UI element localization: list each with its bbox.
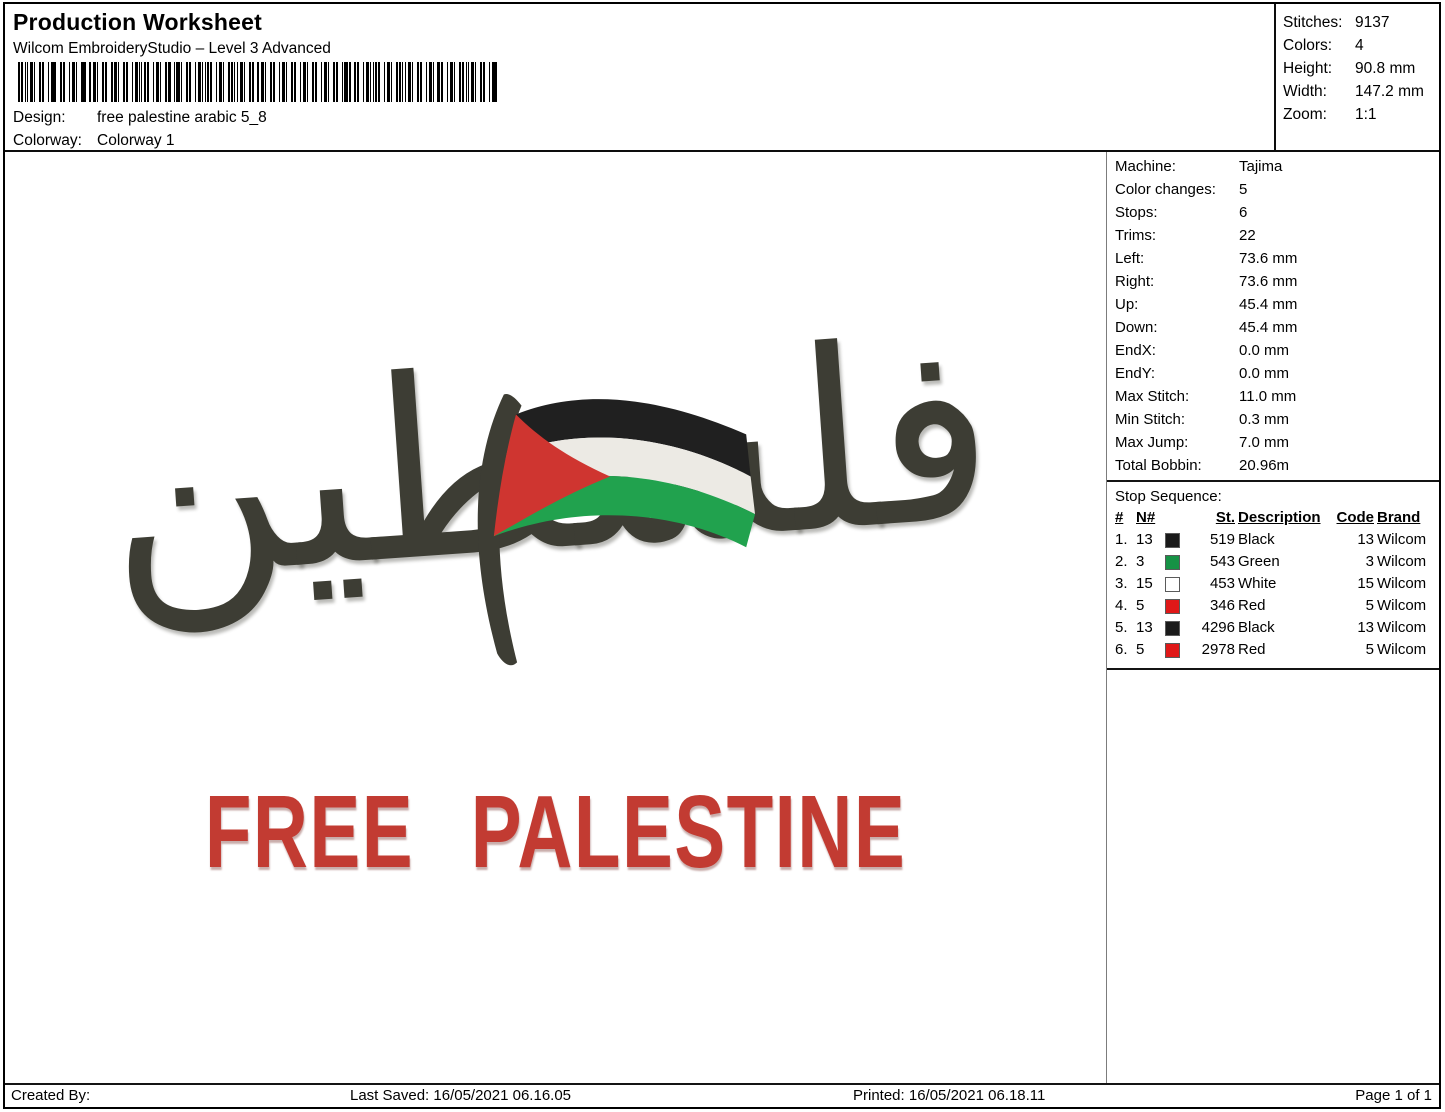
stat-zoom: Zoom: 1:1 (1283, 106, 1377, 123)
info-panel: Machine: Tajima Color changes: 5 Stops: 6 T… (1106, 152, 1439, 1083)
stop-sequence-box: Stop Sequence: # N# St. Description Code… (1107, 482, 1439, 670)
info-row-endx: EndX: 0.0 mm (1115, 342, 1290, 359)
created-by-label: Created By: (11, 1087, 91, 1104)
stop-row-num: 2. (1115, 553, 1128, 570)
stop-row-code: 5 (1365, 597, 1374, 614)
stats-box: Stitches: 9137 Colors: 4 Height: 90.8 mm Wi… (1274, 4, 1439, 150)
machine-info-box: Machine: Tajima Color changes: 5 Stops: 6 T… (1107, 152, 1439, 482)
col-header-brand: Brand (1377, 509, 1421, 526)
stop-row-n: 5 (1136, 597, 1145, 614)
stop-row-description: White (1238, 575, 1277, 592)
stop-row-code: 13 (1357, 531, 1374, 548)
stop-row-brand: Wilcom (1377, 575, 1427, 592)
printed-text: Printed: 16/05/2021 06.18.11 (853, 1087, 1046, 1104)
col-header-code: Code (1336, 509, 1375, 526)
info-row-machine: Machine: Tajima (1115, 158, 1283, 175)
page-number: Page 1 of 1 (1355, 1087, 1432, 1104)
flag-pole-stroke (477, 393, 522, 666)
stop-row-description: Green (1238, 553, 1280, 570)
stop-row-description: Black (1238, 619, 1275, 636)
info-row-endy: EndY: 0.0 mm (1115, 365, 1290, 382)
stop-row-num: 5. (1115, 619, 1128, 636)
design-barcode (18, 62, 501, 102)
stop-row-code: 5 (1365, 641, 1374, 658)
info-row-min-stitch: Min Stitch: 0.3 mm (1115, 411, 1290, 428)
stop-row-code: 15 (1357, 575, 1374, 592)
stop-row-n: 13 (1136, 619, 1153, 636)
stop-row-n: 13 (1136, 531, 1153, 548)
stop-row-stitches: 346 (1209, 597, 1235, 614)
footer-band: Created By: Last Saved: 16/05/2021 06.16… (5, 1083, 1439, 1107)
thread-color-swatch (1165, 532, 1180, 548)
stop-row-n: 3 (1136, 553, 1145, 570)
header-left: Production Worksheet Wilcom EmbroiderySt… (5, 4, 1274, 150)
last-saved-text: Last Saved: 16/05/2021 06.16.05 (350, 1087, 572, 1104)
stat-colors: Colors: 4 (1283, 37, 1364, 54)
stop-row-stitches: 453 (1209, 575, 1235, 592)
info-row-stops: Stops: 6 (1115, 204, 1248, 221)
app-subtitle: Wilcom EmbroideryStudio – Level 3 Advanc… (13, 40, 331, 57)
info-row-left: Left: 73.6 mm (1115, 250, 1298, 267)
thread-color-swatch (1165, 598, 1180, 614)
stop-row-description: Red (1238, 641, 1266, 658)
thread-color-swatch (1165, 576, 1180, 592)
stop-row-stitches: 543 (1209, 553, 1235, 570)
stop-row-stitches: 2978 (1201, 641, 1235, 658)
stat-width: Width: 147.2 mm (1283, 83, 1424, 100)
stop-row-num: 6. (1115, 641, 1128, 658)
flag-red-triangle (493, 414, 611, 537)
col-header-st: St. (1215, 509, 1235, 526)
design-row: Design: free palestine arabic 5_8 (13, 106, 1274, 129)
stat-height: Height: 90.8 mm (1283, 60, 1416, 77)
info-row-max-stitch: Max Stitch: 11.0 mm (1115, 388, 1297, 405)
info-row-down: Down: 45.4 mm (1115, 319, 1298, 336)
stop-row-num: 1. (1115, 531, 1128, 548)
thread-color-swatch (1165, 642, 1180, 658)
stop-row-description: Red (1238, 597, 1266, 614)
stop-row-brand: Wilcom (1377, 531, 1427, 548)
info-row-total-bobbin: Total Bobbin: 20.96m (1115, 457, 1290, 474)
col-header-description: Description (1238, 509, 1321, 526)
col-header-num: # (1115, 509, 1124, 526)
stop-sequence-title: Stop Sequence: (1115, 488, 1222, 505)
flag-black-stripe (507, 399, 751, 477)
colorway-value: Colorway 1 (97, 132, 175, 149)
colorway-row: Colorway: Colorway 1 (13, 129, 1274, 152)
stop-row-brand: Wilcom (1377, 641, 1427, 658)
stop-row-n: 15 (1136, 575, 1153, 592)
colorway-label: Colorway: (13, 132, 82, 149)
stat-stitches: Stitches: 9137 (1283, 14, 1390, 31)
info-row-max-jump: Max Jump: 7.0 mm (1115, 434, 1290, 451)
stop-row-num: 3. (1115, 575, 1128, 592)
thread-color-swatch (1165, 554, 1180, 570)
col-header-n: N# (1136, 509, 1156, 526)
stop-row-description: Black (1238, 531, 1275, 548)
page-title: Production Worksheet (13, 9, 262, 35)
info-row-right: Right: 73.6 mm (1115, 273, 1298, 290)
design-preview-area: فلسطين FREE PALESTINE (5, 152, 1106, 1083)
info-row-trims: Trims: 22 (1115, 227, 1256, 244)
stop-row-brand: Wilcom (1377, 619, 1427, 636)
info-row-color-changes: Color changes: 5 (1115, 181, 1248, 198)
thread-color-swatch (1165, 620, 1180, 636)
stop-row-brand: Wilcom (1377, 553, 1427, 570)
stop-row-code: 13 (1357, 619, 1374, 636)
info-row-up: Up: 45.4 mm (1115, 296, 1298, 313)
free-palestine-caption: FREE PALESTINE (204, 774, 907, 889)
stop-row-brand: Wilcom (1377, 597, 1427, 614)
header-band: Production Worksheet Wilcom EmbroiderySt… (5, 4, 1439, 152)
design-label: Design: (13, 109, 66, 126)
stop-row-code: 3 (1365, 553, 1374, 570)
stop-row-stitches: 4296 (1201, 619, 1235, 636)
panel-empty-space (1107, 670, 1439, 1083)
worksheet-page: Production Worksheet Wilcom EmbroiderySt… (3, 2, 1441, 1109)
stop-row-n: 5 (1136, 641, 1145, 658)
stop-row-stitches: 519 (1209, 531, 1235, 548)
stop-row-num: 4. (1115, 597, 1128, 614)
stop-sequence-table: # N# St. Description Code Brand 1. 13 51… (1115, 507, 1431, 661)
palestine-flag-graphic (477, 393, 756, 666)
design-value: free palestine arabic 5_8 (97, 109, 267, 126)
